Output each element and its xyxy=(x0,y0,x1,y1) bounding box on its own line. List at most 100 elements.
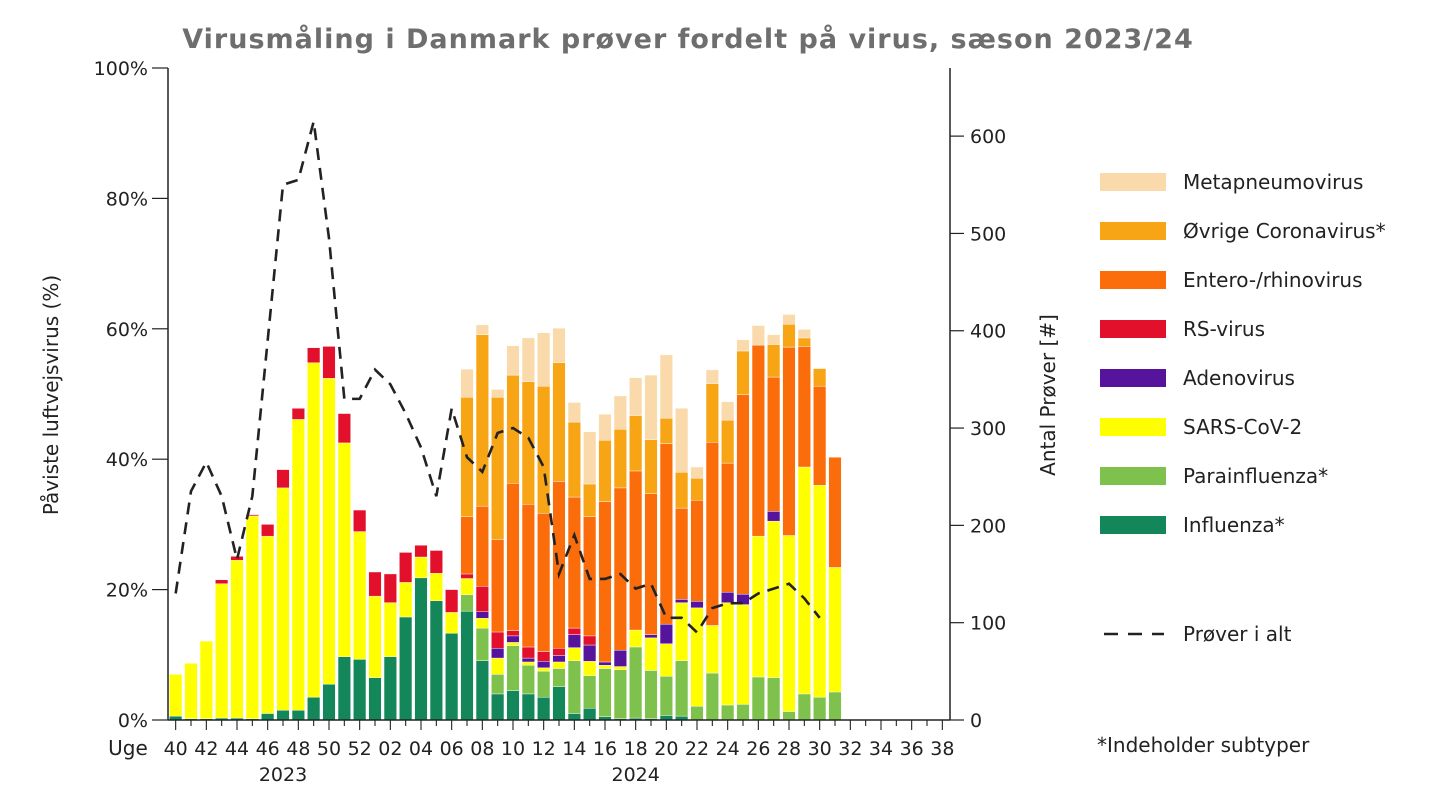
bar-segment-52-rs-virus xyxy=(353,509,367,532)
bar-segment-08--vrige-coronavirus- xyxy=(475,334,489,507)
bar-segment-02-sars-cov-2 xyxy=(383,602,397,657)
bar-segment-28--vrige-coronavirus- xyxy=(782,324,796,348)
bar-segment-16-sars-cov-2 xyxy=(598,665,612,669)
bar-segment-20-sars-cov-2 xyxy=(659,643,673,677)
bar-segment-16-adenovirus xyxy=(598,661,612,666)
bar-segment-12-sars-cov-2 xyxy=(537,667,551,672)
bar-segment-08-influenza- xyxy=(475,660,489,721)
bar-segment-08-adenovirus xyxy=(475,611,489,619)
bar-segment-16--vrige-coronavirus- xyxy=(598,440,612,502)
x-tick-label-46: 46 xyxy=(256,738,280,760)
bar-segment-22-metapneumovirus xyxy=(690,466,704,479)
y-tick-label-40: 40% xyxy=(106,449,148,471)
bar-segment-22-sars-cov-2 xyxy=(690,607,704,707)
year-label-2024: 2024 xyxy=(611,764,659,786)
bar-segment-10-sars-cov-2 xyxy=(506,642,520,646)
bar-segment-17-entero-rhinovirus xyxy=(613,487,627,651)
bar-segment-49-influenza- xyxy=(307,696,321,721)
bar-segment-02-rs-virus xyxy=(383,573,397,603)
legend: Metapneumovirus Øvrige Coronavirus* Entero… xyxy=(1100,170,1386,646)
bar-segment-24-entero-rhinovirus xyxy=(721,462,735,593)
bar-segment-09-sars-cov-2 xyxy=(491,657,505,675)
bar-segment-24-sars-cov-2 xyxy=(721,602,735,706)
bar-segment-18-metapneumovirus xyxy=(629,377,643,416)
bar-segment-10-entero-rhinovirus xyxy=(506,483,520,631)
bar-segment-23-metapneumovirus xyxy=(705,369,719,384)
x-tick-label-06: 06 xyxy=(440,738,464,760)
x-tick-label-38: 38 xyxy=(930,738,954,760)
bar-segment-11-metapneumovirus xyxy=(521,337,535,382)
bar-segment-15-sars-cov-2 xyxy=(583,661,597,676)
bar-segment-20-parainfluenza- xyxy=(659,676,673,716)
bar-segment-06-rs-virus xyxy=(445,589,459,613)
bar-segment-20-metapneumovirus xyxy=(659,354,673,419)
bar-segment-30--vrige-coronavirus- xyxy=(813,368,827,387)
bar-segment-40-sars-cov-2 xyxy=(169,674,183,717)
bar-segment-46-influenza- xyxy=(261,713,275,721)
bar-segment-11-adenovirus xyxy=(521,657,535,663)
bar-segment-49-rs-virus xyxy=(307,347,321,363)
bar-segment-27-parainfluenza- xyxy=(767,677,781,721)
bar-segment-06-sars-cov-2 xyxy=(445,612,459,634)
bar-segment-01-influenza- xyxy=(368,677,382,721)
bar-segment-02-influenza- xyxy=(383,656,397,721)
bar-segment-13-influenza- xyxy=(552,686,566,721)
bar-segment-05-rs-virus xyxy=(429,550,443,574)
bar-segment-11-sars-cov-2 xyxy=(521,661,535,666)
bar-segment-08-metapneumovirus xyxy=(475,324,489,335)
bar-segment-47-rs-virus xyxy=(276,469,290,489)
bar-segment-25-parainfluenza- xyxy=(736,704,750,721)
bar-segment-04-sars-cov-2 xyxy=(414,556,428,579)
bar-segment-29-entero-rhinovirus xyxy=(797,346,811,468)
x-tick-label-12: 12 xyxy=(532,738,556,760)
bar-segment-14-entero-rhinovirus xyxy=(567,496,581,629)
x-tick-label-40: 40 xyxy=(164,738,188,760)
x-tick-label-50: 50 xyxy=(317,738,341,760)
bar-segment-19-adenovirus xyxy=(644,634,658,639)
bar-layer xyxy=(169,314,842,721)
legend-swatch-parainfluenza- xyxy=(1100,467,1166,485)
bar-segment-11-influenza- xyxy=(521,693,535,721)
y2-tick-label-200: 200 xyxy=(970,515,1006,537)
y2-axis-label: Antal Prøver [#] xyxy=(1036,314,1060,476)
bar-segment-25--vrige-coronavirus- xyxy=(736,350,750,395)
bar-segment-09-entero-rhinovirus xyxy=(491,539,505,633)
bar-segment-23--vrige-coronavirus- xyxy=(705,383,719,443)
total-samples-line xyxy=(174,121,821,635)
bar-segment-07-rs-virus xyxy=(460,573,474,579)
bar-segment-29--vrige-coronavirus- xyxy=(797,337,811,347)
x-tick-label-20: 20 xyxy=(654,738,678,760)
bar-segment-17-adenovirus xyxy=(613,650,627,667)
bar-segment-03-rs-virus xyxy=(399,552,413,583)
x-axis-label: Uge xyxy=(108,736,148,760)
y-tick-label-0: 0% xyxy=(118,710,148,732)
bar-segment-13-sars-cov-2 xyxy=(552,661,566,669)
bar-segment-21-metapneumovirus xyxy=(675,408,689,473)
bar-segment-09-influenza- xyxy=(491,693,505,721)
bar-segment-07-metapneumovirus xyxy=(460,369,474,398)
bar-segment-17-sars-cov-2 xyxy=(613,666,627,670)
bar-segment-01-rs-virus xyxy=(368,571,382,597)
bar-segment-13-metapneumovirus xyxy=(552,327,566,363)
x-tick-label-52: 52 xyxy=(348,738,372,760)
bar-segment-29-metapneumovirus xyxy=(797,329,811,339)
bar-segment-11-rs-virus xyxy=(521,646,535,659)
bar-segment-05-influenza- xyxy=(429,600,443,721)
y2-tick-label-300: 300 xyxy=(970,418,1006,440)
legend-swatch-sars-cov-2 xyxy=(1100,418,1166,436)
legend-label-metapneumovirus: Metapneumovirus xyxy=(1183,170,1363,194)
bar-segment-22--vrige-coronavirus- xyxy=(690,477,704,501)
bar-segment-10-influenza- xyxy=(506,690,520,721)
bar-segment-15-adenovirus xyxy=(583,644,597,662)
legend-label-adenovirus: Adenovirus xyxy=(1183,366,1295,390)
bar-segment-46-sars-cov-2 xyxy=(261,535,275,714)
legend-swatch--vrige-coronavirus- xyxy=(1100,222,1166,240)
bar-segment-14-influenza- xyxy=(567,713,581,721)
bar-segment-15-rs-virus xyxy=(583,635,597,646)
bar-segment-28-metapneumovirus xyxy=(782,314,796,325)
bar-segment-48-sars-cov-2 xyxy=(291,419,305,711)
bar-segment-08-sars-cov-2 xyxy=(475,618,489,629)
bar-segment-50-rs-virus xyxy=(322,346,336,379)
y2-tick-label-100: 100 xyxy=(970,613,1006,635)
bar-segment-06-influenza- xyxy=(445,633,459,721)
